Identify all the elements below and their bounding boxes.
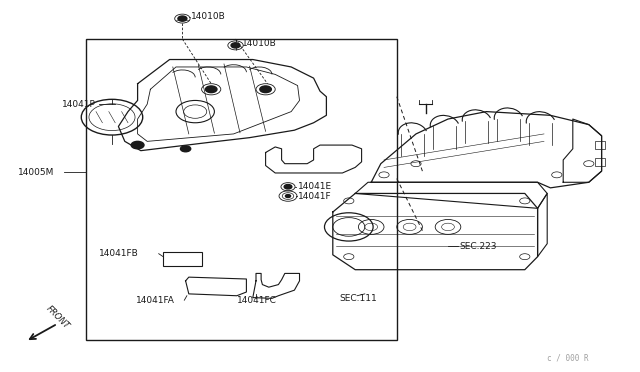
Text: 14005M: 14005M [18, 168, 54, 177]
Text: 14010B: 14010B [191, 12, 225, 21]
Circle shape [178, 16, 187, 21]
Text: 14041E: 14041E [298, 182, 332, 191]
Text: 14010B: 14010B [242, 39, 276, 48]
Bar [86, 39, 397, 340]
Circle shape [285, 195, 291, 198]
Text: 14041P: 14041P [62, 100, 96, 109]
Circle shape [231, 43, 240, 48]
Text: SEC.111: SEC.111 [339, 294, 377, 303]
Text: 14041F: 14041F [298, 192, 332, 201]
Text: 14041FC: 14041FC [237, 296, 276, 305]
Circle shape [260, 86, 271, 93]
Bar [595, 141, 605, 149]
Text: 14041FB: 14041FB [99, 249, 139, 258]
Text: c / 000 R: c / 000 R [547, 353, 589, 362]
Text: FRONT: FRONT [45, 304, 72, 330]
Bar [595, 158, 605, 166]
Circle shape [131, 141, 144, 149]
Text: 14041FA: 14041FA [136, 296, 175, 305]
Text: SEC.223: SEC.223 [460, 242, 497, 251]
Bar [163, 252, 202, 266]
Circle shape [180, 146, 191, 152]
Circle shape [284, 185, 292, 189]
Circle shape [205, 86, 217, 93]
